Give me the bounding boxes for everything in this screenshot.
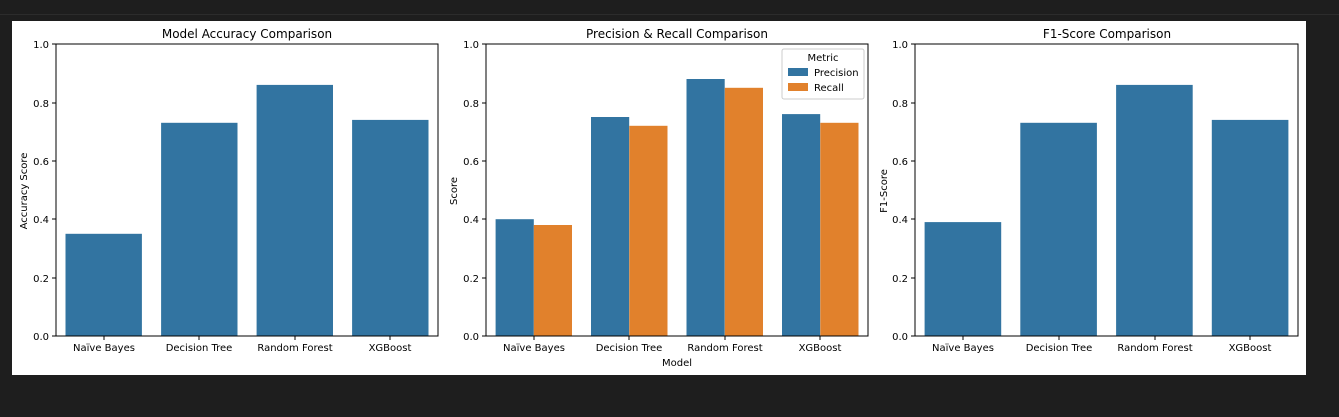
y-axis-label: Accuracy Score	[19, 153, 30, 230]
precision-bar	[782, 114, 821, 336]
legend-label-recall: Recall	[814, 83, 844, 94]
legend-swatch-recall	[788, 83, 808, 91]
y-tick-label: 1.0	[33, 40, 49, 51]
recall-bar	[820, 122, 859, 336]
x-tick-label: Naïve Bayes	[932, 343, 994, 354]
y-tick-label: 0.4	[33, 215, 49, 226]
x-tick-label: Random Forest	[257, 343, 332, 354]
bar	[161, 122, 238, 336]
window-top-bar	[0, 0, 1339, 15]
precision-bar	[686, 79, 725, 336]
charts-svg: Model Accuracy Comparison Accuracy Score…	[19, 27, 1299, 369]
y-tick-label: 0.8	[892, 99, 908, 110]
legend-title: Metric	[807, 53, 838, 64]
precision-bar	[495, 219, 534, 336]
legend-label-precision: Precision	[814, 68, 859, 79]
x-axis: Naïve Bayes Decision Tree Random Forest …	[503, 336, 841, 369]
x-tick-label: Random Forest	[1117, 343, 1192, 354]
legend-swatch-precision	[788, 68, 808, 76]
bar	[924, 222, 1002, 336]
bar	[1211, 119, 1289, 337]
figure-canvas: Model Accuracy Comparison Accuracy Score…	[12, 21, 1306, 375]
bars-group	[495, 79, 859, 336]
chart-f1: F1-Score Comparison F1-Score 0.0 0.2 0.4…	[879, 27, 1299, 354]
y-tick-label: 0.8	[33, 99, 49, 110]
y-axis-label: F1-Score	[879, 169, 890, 213]
x-tick-label: Decision Tree	[1026, 343, 1093, 354]
y-tick-label: 0.6	[463, 157, 479, 168]
bar	[352, 119, 429, 337]
x-tick-label: Decision Tree	[166, 343, 233, 354]
y-tick-label: 0.2	[892, 274, 908, 285]
bar	[1116, 84, 1193, 337]
bar	[1020, 122, 1097, 336]
bars-group	[924, 84, 1289, 337]
chart-precision-recall: Precision & Recall Comparison Score 0.0 …	[449, 27, 869, 369]
y-tick-label: 0.2	[33, 274, 49, 285]
y-axis-label: Score	[449, 177, 460, 205]
recall-bar	[629, 125, 668, 336]
x-axis: Naïve Bayes Decision Tree Random Forest …	[73, 336, 411, 354]
plot-frame	[914, 43, 1299, 337]
y-tick-label: 1.0	[892, 40, 908, 51]
precision-bar	[591, 117, 630, 336]
y-tick-label: 0.8	[463, 99, 479, 110]
x-tick-label: Random Forest	[687, 343, 762, 354]
y-axis: 0.0 0.2 0.4 0.6 0.8 1.0	[892, 40, 915, 343]
recall-bar	[724, 87, 763, 336]
x-tick-label: XGBoost	[369, 343, 412, 354]
y-tick-label: 1.0	[463, 40, 479, 51]
x-tick-label: Decision Tree	[596, 343, 663, 354]
chart-title: Model Accuracy Comparison	[162, 27, 332, 41]
bar	[256, 84, 333, 337]
bars-group	[65, 84, 429, 337]
x-axis: Naïve Bayes Decision Tree Random Forest …	[932, 336, 1271, 354]
y-tick-label: 0.0	[892, 332, 908, 343]
y-tick-label: 0.6	[33, 157, 49, 168]
y-tick-label: 0.2	[463, 274, 479, 285]
y-tick-label: 0.6	[892, 157, 908, 168]
legend: Metric Precision Recall	[781, 48, 865, 100]
y-axis: 0.0 0.2 0.4 0.6 0.8 1.0	[463, 40, 486, 343]
x-tick-label: Naïve Bayes	[73, 343, 135, 354]
plot-frame	[55, 43, 439, 337]
y-tick-label: 0.4	[892, 215, 908, 226]
x-tick-label: Naïve Bayes	[503, 343, 565, 354]
y-axis: 0.0 0.2 0.4 0.6 0.8 1.0	[33, 40, 56, 343]
chart-title: Precision & Recall Comparison	[586, 27, 768, 41]
x-tick-label: XGBoost	[1229, 343, 1272, 354]
y-tick-label: 0.4	[463, 215, 479, 226]
x-tick-label: XGBoost	[799, 343, 842, 354]
bar	[65, 233, 142, 336]
chart-title: F1-Score Comparison	[1043, 27, 1171, 41]
x-axis-label: Model	[662, 358, 692, 369]
y-tick-label: 0.0	[33, 332, 49, 343]
recall-bar	[533, 225, 572, 336]
chart-accuracy: Model Accuracy Comparison Accuracy Score…	[19, 27, 439, 354]
y-tick-label: 0.0	[463, 332, 479, 343]
plot-frame	[485, 43, 869, 337]
